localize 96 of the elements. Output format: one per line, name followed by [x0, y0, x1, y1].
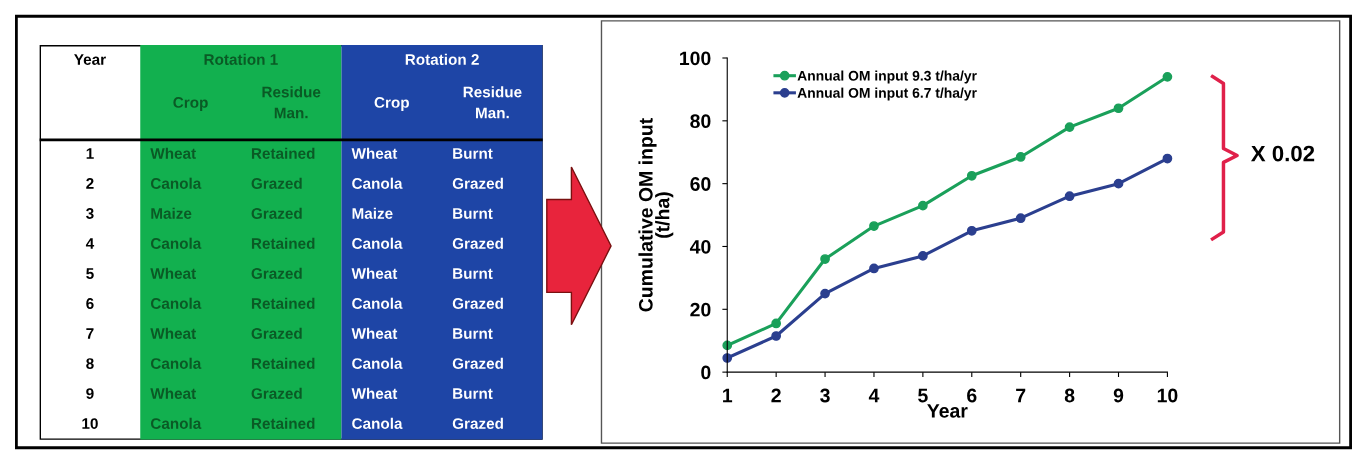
text: Canola [352, 417, 403, 429]
text: Canola [150, 297, 202, 309]
x-tick-label: 7 [1016, 388, 1026, 403]
x-tick-label: Crop [374, 97, 409, 111]
x-tick-label: 3 [820, 388, 830, 403]
y-tick-label: 3 [86, 208, 94, 219]
text: Canola [150, 177, 202, 189]
text: Grazed [452, 417, 503, 429]
x-tick-label: 9 [1113, 388, 1124, 403]
text: Burnt [453, 148, 493, 159]
y-tick-label: 10 [82, 418, 98, 429]
x-tick-label: 1 [723, 388, 733, 403]
text: Canola [352, 177, 403, 189]
text: Retained [251, 357, 315, 369]
x-tick-label: 6 [967, 388, 977, 403]
text: Retained [251, 417, 315, 429]
point [918, 251, 928, 261]
point [966, 225, 977, 236]
legend-label: Annual OM input 6.7 t/ha/yr [797, 87, 977, 101]
point [869, 263, 879, 274]
text: Canola [150, 357, 202, 369]
text: Retained [251, 147, 315, 159]
point [820, 254, 830, 264]
text: Grazed [251, 387, 302, 399]
point [722, 353, 733, 363]
y-tick-label: 7 [86, 328, 94, 339]
text: Canola [352, 237, 403, 249]
point [771, 318, 782, 329]
x-axis-title: Year [927, 404, 968, 418]
text: Grazed [251, 267, 302, 279]
point [1162, 153, 1173, 164]
y-tick-label: 1 [86, 148, 94, 159]
point [869, 221, 879, 231]
x-tick-label: 2 [771, 388, 781, 403]
text: Canola [352, 297, 403, 309]
y-axis-title: Cumulative OM input (t/ha) [638, 118, 674, 312]
y-tick-label: 8 [86, 358, 94, 369]
legend-label: Annual OM input 9.3 t/ha/yr [797, 70, 977, 84]
text: Retained [251, 237, 315, 249]
x-tick-label: Residue Man. [463, 86, 522, 119]
point [1162, 71, 1173, 82]
text: Grazed [251, 207, 302, 219]
x-tick-label: Crop [173, 97, 208, 111]
point [1064, 191, 1075, 202]
text: Wheat [150, 267, 196, 279]
text: Wheat [150, 327, 196, 339]
text: Canola [150, 417, 202, 429]
text: Burnt [453, 268, 493, 279]
y-tick-label: 4 [85, 238, 95, 249]
text: Burnt [453, 328, 493, 339]
x-tick-label: Residue Man. [262, 86, 321, 119]
text: Grazed [452, 297, 503, 309]
y-tick-label: 0 [701, 365, 711, 380]
x-tick-label: 8 [1064, 388, 1075, 403]
point [1015, 213, 1026, 224]
point [1064, 122, 1075, 132]
text: Grazed [452, 177, 503, 189]
y-tick-label: 2 [86, 178, 94, 189]
point [1113, 178, 1124, 189]
point [820, 288, 830, 299]
y-tick-label: 80 [690, 114, 711, 129]
x-tick-label: 4 [868, 388, 880, 403]
text: Wheat [150, 147, 196, 159]
text: X 0.02 [1251, 145, 1315, 162]
text: Canola [150, 237, 202, 249]
y-tick-label: 40 [689, 239, 711, 254]
point [1113, 103, 1124, 114]
y-axis-title: Year [74, 54, 106, 65]
text: Rotation 2 [405, 53, 479, 65]
text: Grazed [452, 357, 503, 369]
text: Burnt [453, 388, 493, 399]
y-tick-label: 6 [86, 298, 94, 309]
x-tick-label: 5 [918, 388, 928, 403]
text: Grazed [251, 327, 302, 339]
point [771, 331, 782, 341]
point [1015, 152, 1026, 162]
text: Wheat [351, 327, 398, 339]
y-tick-label: 60 [690, 177, 711, 191]
y-tick-label: 5 [86, 268, 94, 279]
text: Wheat [351, 147, 398, 159]
text: Wheat [150, 387, 196, 399]
text: Wheat [351, 387, 398, 399]
point [966, 170, 977, 181]
text: Grazed [251, 177, 302, 189]
text: Canola [352, 357, 403, 369]
text: Rotation 1 [204, 53, 278, 65]
text: Grazed [452, 237, 503, 249]
x-tick-label: 10 [1157, 388, 1178, 403]
text: Retained [251, 297, 315, 309]
text: Burnt [453, 208, 493, 219]
point [918, 200, 928, 211]
text: Wheat [351, 267, 398, 279]
y-tick-label: 20 [690, 302, 711, 317]
y-tick-label: 100 [680, 51, 711, 66]
text: Maize [352, 207, 393, 219]
text: Maize [151, 207, 192, 219]
